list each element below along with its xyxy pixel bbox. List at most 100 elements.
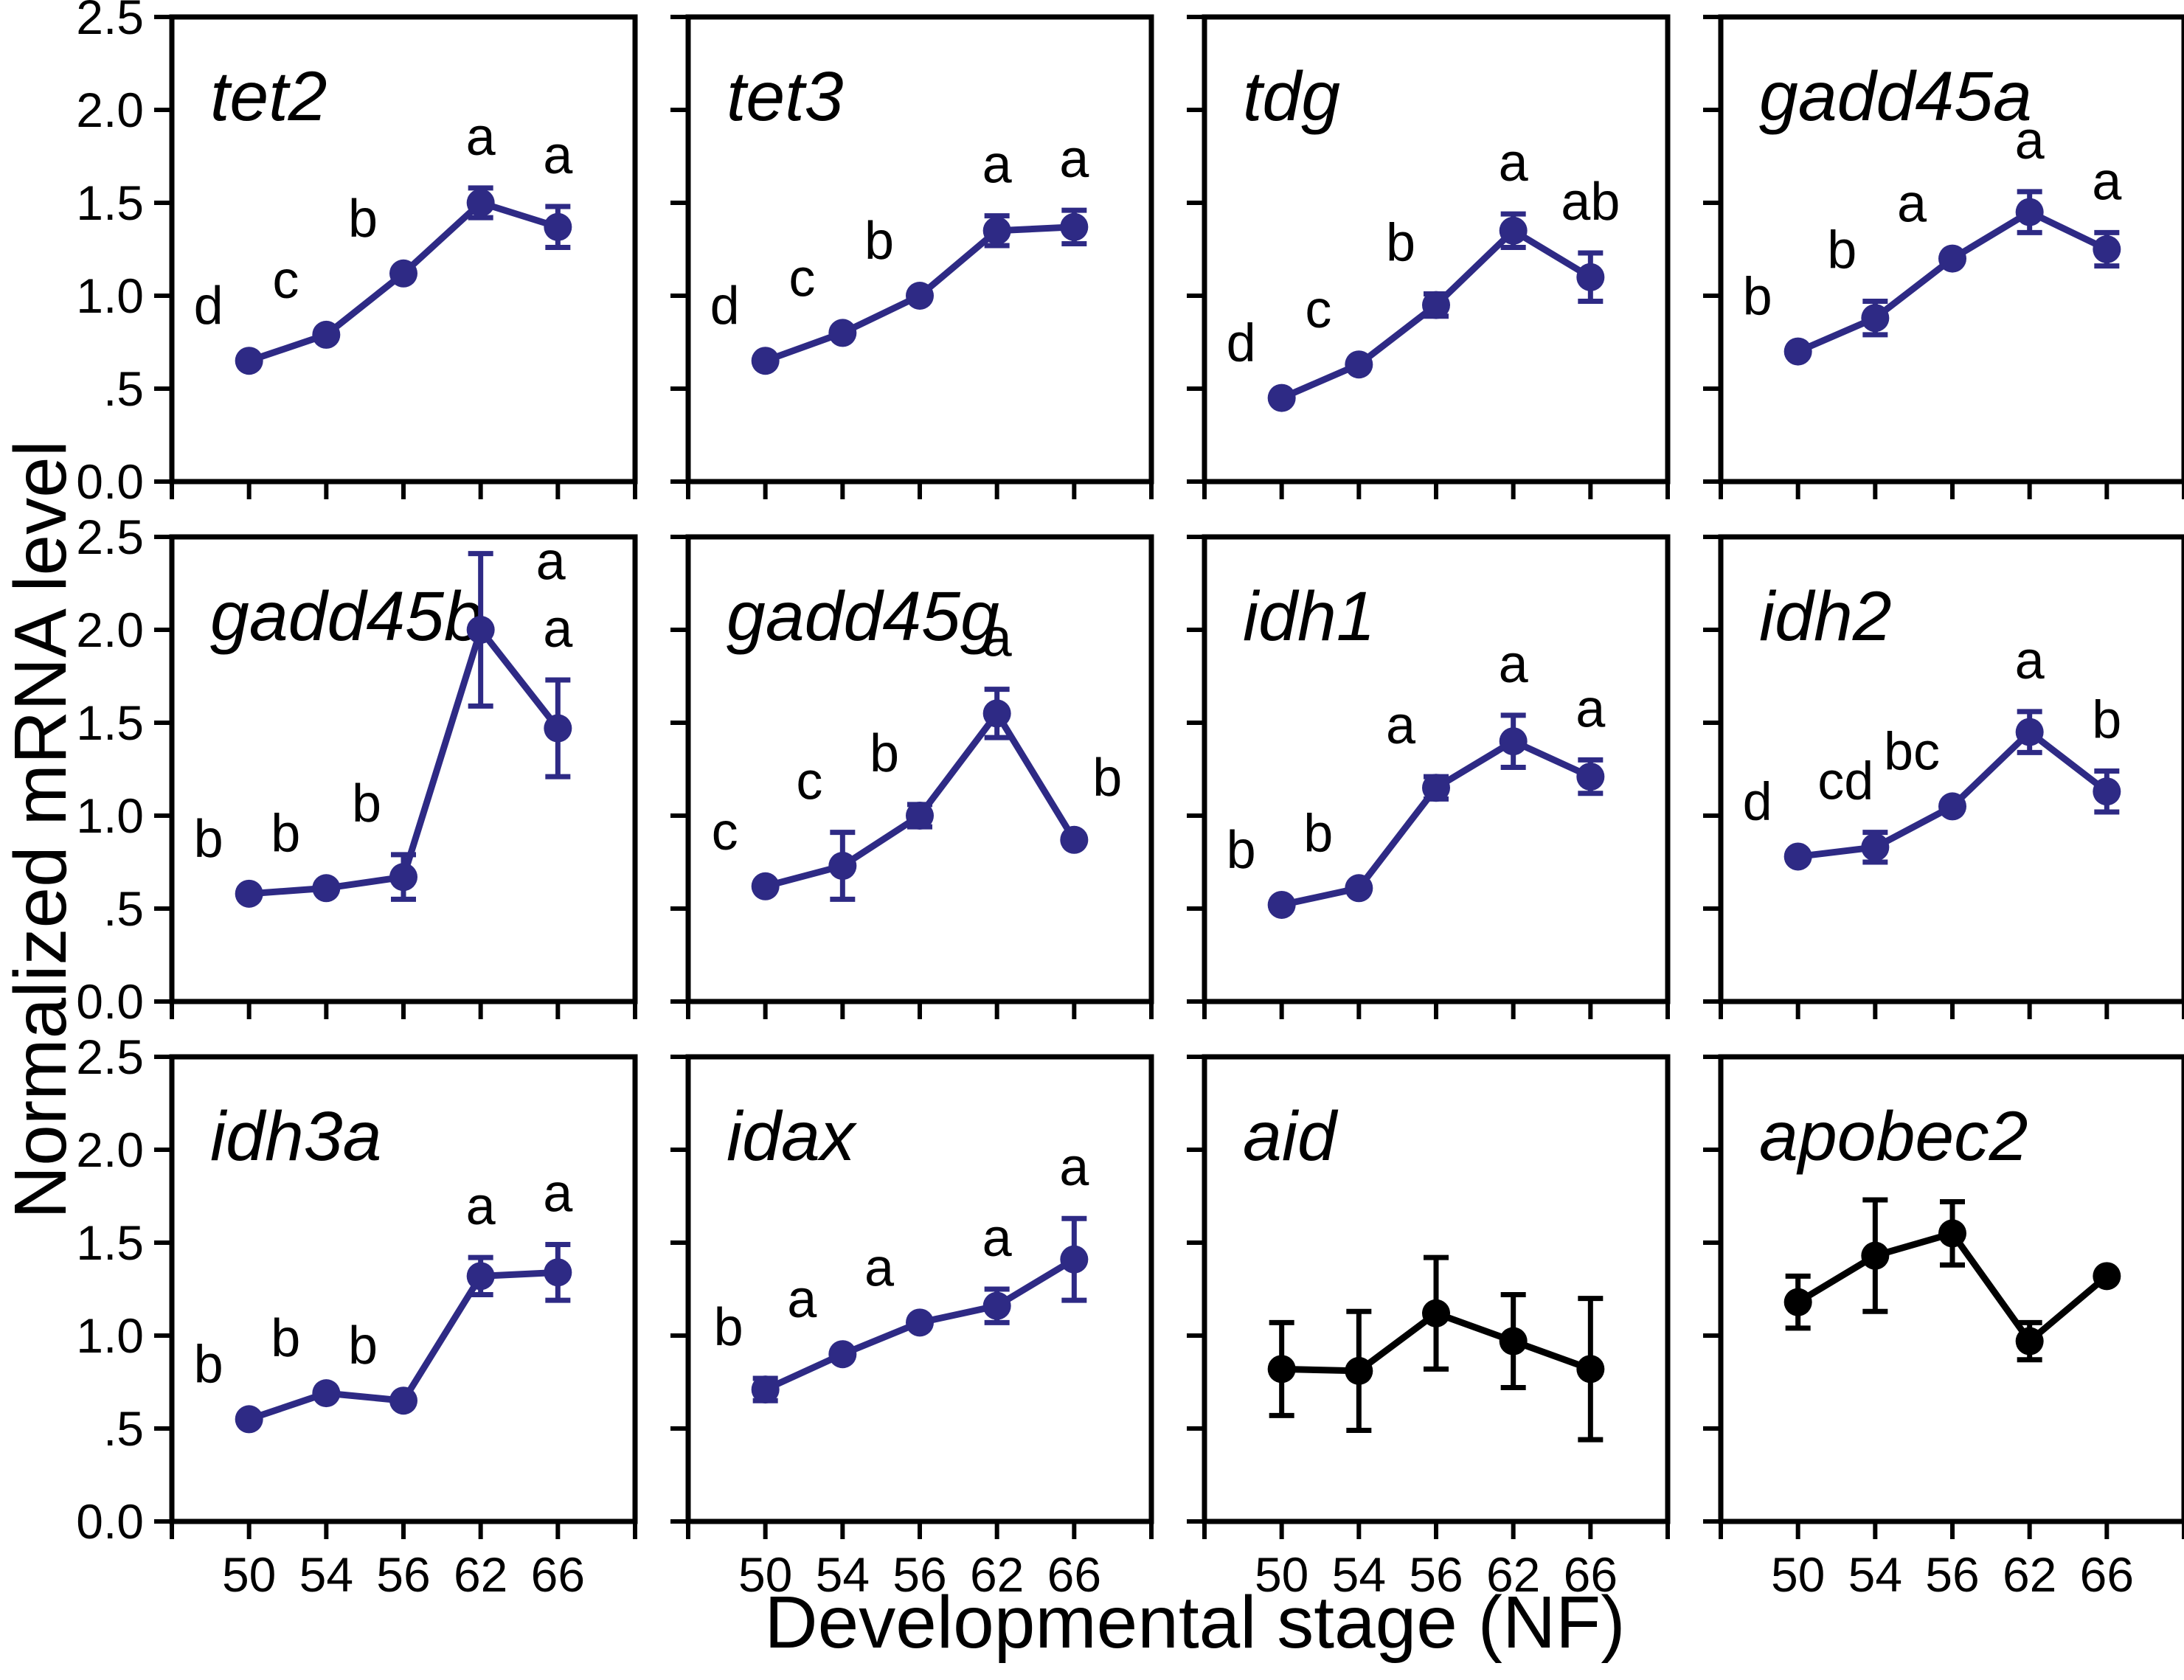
- panel-title-idh2: idh2: [1759, 577, 1892, 656]
- data-point: [1861, 1241, 1890, 1270]
- panel-tet2: 0.0 .5 1.0 1.5 2.0 2.5 tet2 d cb a a: [76, 0, 638, 509]
- data-point: [1345, 350, 1373, 379]
- data-point: [235, 1405, 263, 1434]
- x-tick-label: 66: [531, 1547, 585, 1602]
- x-tick-label: 62: [2003, 1547, 2056, 1602]
- y-tick-label: 1.0: [76, 268, 144, 323]
- data-point: [389, 1386, 417, 1415]
- significance-letter: b: [271, 1309, 300, 1368]
- x-tick-label: 54: [816, 1547, 870, 1602]
- data-point: [1783, 842, 1812, 871]
- significance-letter: d: [1743, 772, 1772, 831]
- significance-letter: a: [1059, 130, 1089, 189]
- y-tick-label: 2.5: [76, 1030, 144, 1084]
- data-point: [312, 1379, 341, 1408]
- significance-letter: a: [543, 1164, 573, 1223]
- data-point: [312, 874, 341, 903]
- significance-letter: b: [1743, 268, 1772, 327]
- data-point: [1938, 1219, 1966, 1248]
- x-tick-label: 50: [738, 1547, 792, 1602]
- data-point: [1576, 763, 1605, 791]
- significance-letter: b: [1303, 804, 1333, 863]
- data-point: [235, 347, 263, 375]
- y-tick-label: .5: [103, 881, 144, 936]
- significance-letter: a: [787, 1270, 817, 1329]
- x-tick-label: 56: [376, 1547, 430, 1602]
- data-point: [1938, 244, 1966, 273]
- data-point: [1267, 383, 1296, 412]
- data-point: [1499, 1327, 1528, 1356]
- significance-letter: b: [714, 1298, 743, 1357]
- significance-letter: a: [982, 136, 1013, 195]
- data-point: [1783, 337, 1812, 366]
- y-tick-label: 2.0: [76, 603, 144, 657]
- y-tick-label: 1.0: [76, 1308, 144, 1363]
- panel-title-tet3: tet3: [727, 58, 843, 136]
- significance-letter: a: [2015, 631, 2045, 690]
- significance-letter: a: [1059, 1138, 1089, 1197]
- significance-letter: b: [1386, 213, 1415, 272]
- data-point: [1267, 890, 1296, 919]
- data-point: [1060, 1245, 1089, 1274]
- x-tick-label: 54: [299, 1547, 353, 1602]
- significance-letter: a: [466, 108, 496, 167]
- significance-letter: a: [543, 600, 573, 659]
- significance-letter: a: [536, 532, 566, 591]
- significance-letter: a: [2015, 111, 2045, 170]
- x-tick-label: 66: [1047, 1547, 1101, 1602]
- significance-letter: d: [194, 277, 223, 336]
- data-point: [828, 1340, 857, 1369]
- data-point: [544, 212, 572, 241]
- panel-title-gadd45a: gadd45a: [1759, 58, 2032, 136]
- significance-letter: d: [1227, 314, 1256, 373]
- data-point: [1060, 212, 1089, 241]
- y-tick-label: 0.0: [76, 1494, 144, 1549]
- data-point: [2015, 198, 2044, 226]
- y-tick-label: 2.5: [76, 0, 144, 44]
- y-tick-label: 2.0: [76, 1122, 144, 1177]
- x-tick-label: 56: [1409, 1547, 1463, 1602]
- data-point: [906, 282, 934, 310]
- significance-letter: ab: [1561, 173, 1620, 232]
- panel-title-idh1: idh1: [1243, 577, 1376, 656]
- significance-letter: b: [348, 1316, 378, 1375]
- x-axis-title: Developmental stage (NF): [764, 1581, 1626, 1664]
- data-point: [2015, 1327, 2044, 1356]
- x-tick-label: 62: [454, 1547, 507, 1602]
- data-point: [1499, 216, 1528, 245]
- data-point: [906, 1308, 934, 1337]
- significance-letter: a: [1575, 679, 1606, 738]
- data-point: [2093, 235, 2121, 263]
- significance-letter: c: [712, 802, 738, 861]
- significance-letter: c: [788, 249, 815, 308]
- panel-aid: 50 54 56 62 66 aid: [1187, 1054, 1671, 1602]
- significance-letter: a: [982, 1209, 1013, 1268]
- panel-tdg: tdg dcb aab: [1187, 14, 1671, 499]
- y-tick-label: 1.5: [76, 695, 144, 750]
- data-point: [1861, 833, 1890, 861]
- data-point: [1422, 291, 1450, 319]
- data-point: [544, 714, 572, 743]
- data-point: [751, 1375, 780, 1404]
- x-tick-label: 50: [1255, 1547, 1308, 1602]
- y-tick-label: 0.0: [76, 454, 144, 509]
- y-tick-label: 1.5: [76, 176, 144, 230]
- significance-letter: a: [1499, 133, 1529, 192]
- data-point: [466, 189, 495, 217]
- panel-apobec2: 50 54 56 62 66 apobec2: [1703, 1054, 2184, 1602]
- panel-title-tet2: tet2: [210, 58, 327, 136]
- significance-letter: b: [1827, 221, 1857, 280]
- y-tick-label: .5: [103, 1401, 144, 1456]
- significance-letter: a: [864, 1238, 895, 1297]
- significance-letter: b: [1092, 749, 1122, 808]
- panel-tet3: tet3 d cb a a: [670, 14, 1154, 499]
- data-point: [2093, 1262, 2121, 1291]
- data-point: [544, 1258, 572, 1287]
- data-point: [389, 259, 417, 288]
- x-tick-label: 62: [970, 1547, 1024, 1602]
- significance-letter: cd: [1817, 752, 1873, 811]
- data-point: [1499, 727, 1528, 756]
- significance-letter: b: [352, 774, 381, 833]
